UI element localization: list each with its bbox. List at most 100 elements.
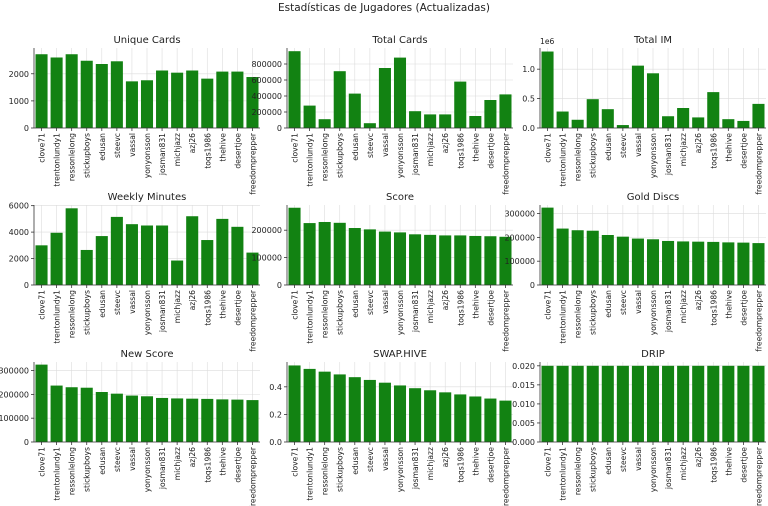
bar [541,207,554,285]
bar [737,242,750,285]
x-tick-label: stickupboys [83,290,92,335]
bar [378,382,391,442]
bar [571,230,584,285]
bar [50,232,63,285]
x-tick-label: ressonlelong [321,290,330,338]
x-tick-label: ressonlelong [68,290,77,338]
bar [65,54,78,128]
bar [424,114,437,128]
bar [140,80,154,128]
bar [484,398,497,442]
x-tick-label: trentonlundy1 [53,447,62,501]
x-tick-label: edusan [604,447,613,475]
x-tick-label: trentonlundy1 [306,290,315,344]
bar [231,399,244,442]
chart-panel-4: 0 2000 4000 6000 clove71 trentonlundy1 ressonl… [9,192,260,352]
bar [50,385,63,442]
bar [363,379,376,442]
x-tick-label: edusan [351,290,360,318]
bar [692,241,705,285]
x-tick-label: thehive [471,290,480,319]
y-tick-label: 200000 [504,233,535,242]
bar [110,61,123,129]
bar [95,64,108,128]
x-tick-label: ressonlelong [321,447,330,495]
x-tick-label: vassal [128,290,137,314]
chart-title: Gold Discs [627,192,680,203]
bar [586,230,599,285]
x-tick-label: azj26 [188,133,197,154]
x-tick-label: michjazz [426,133,435,166]
x-tick-label: edusan [98,133,107,161]
x-tick-label: toqs1986 [456,290,465,326]
bar [125,395,138,442]
bar [439,114,452,128]
bar [469,116,482,128]
x-tick-label: thehive [724,133,733,162]
y-tick-label: 0 [24,281,29,290]
x-tick-label: steevc [619,133,628,158]
bar [556,228,569,285]
x-tick-label: edusan [351,447,360,475]
x-tick-label: desertjoe [233,290,242,326]
bar [288,365,301,442]
x-tick-label: josman831 [411,447,420,490]
bar [288,51,301,129]
x-tick-label: steevc [366,290,375,315]
x-tick-label: desertjoe [739,290,748,326]
bar [50,57,63,128]
x-tick-label: azj26 [694,133,703,154]
bar [95,392,108,442]
x-tick-label: josman831 [664,290,673,333]
x-tick-label: clove71 [291,290,300,320]
x-tick-label: josman831 [411,290,420,333]
x-tick-label: thehive [218,447,227,476]
x-tick-label: freedomprepper [248,446,257,506]
bar [216,218,229,285]
x-tick-label: yonyonsson [649,290,658,335]
x-tick-label: yonyonsson [143,290,152,335]
bar [246,77,259,128]
bar [186,216,199,285]
bar [216,399,229,442]
bar [541,51,554,128]
x-tick-label: stickupboys [589,447,598,492]
x-tick-label: stickupboys [336,290,345,335]
y-tick-label: 600000 [251,76,282,85]
bar [424,390,437,442]
bar [171,260,184,285]
bar [156,397,169,442]
bar [393,385,407,442]
x-tick-label: toqs1986 [456,133,465,169]
x-tick-label: edusan [98,447,107,475]
chart-panel-2: 0 200000 400000 600000 800000 clove71 trentonl… [251,35,513,195]
chart-panel-8: 0.0 0.2 0.4 clove71 trentonlundy1 ressonlelon… [269,349,513,506]
x-tick-label: trentonlundy1 [559,447,568,501]
bar [752,243,765,285]
x-tick-label: josman831 [158,447,167,490]
x-tick-label: clove71 [544,447,553,477]
x-tick-label: toqs1986 [709,447,718,483]
x-tick-label: ressonlelong [574,133,583,181]
bar [171,72,184,128]
x-tick-label: trentonlundy1 [53,290,62,344]
x-tick-label: azj26 [441,290,450,311]
y-tick-label: 200000 [251,226,282,235]
x-tick-label: edusan [98,290,107,318]
y-tick-label: 6000 [9,202,29,211]
x-tick-label: desertjoe [233,447,242,483]
bar [216,71,229,128]
x-tick-label: thehive [471,133,480,162]
x-tick-label: trentonlundy1 [53,133,62,187]
y-tick-label: 100000 [0,414,29,423]
bar [363,123,376,128]
x-tick-label: yonyonsson [143,133,152,178]
bar [156,225,169,285]
chart-panel-5: 0 100000 200000 clove71 trentonlundy1 ressonl… [251,192,513,352]
y-tick-label: 100000 [504,257,535,266]
bar [318,371,331,442]
x-tick-label: edusan [604,290,613,318]
x-tick-label: michjazz [679,133,688,166]
bar [722,119,735,128]
bar [586,365,599,442]
